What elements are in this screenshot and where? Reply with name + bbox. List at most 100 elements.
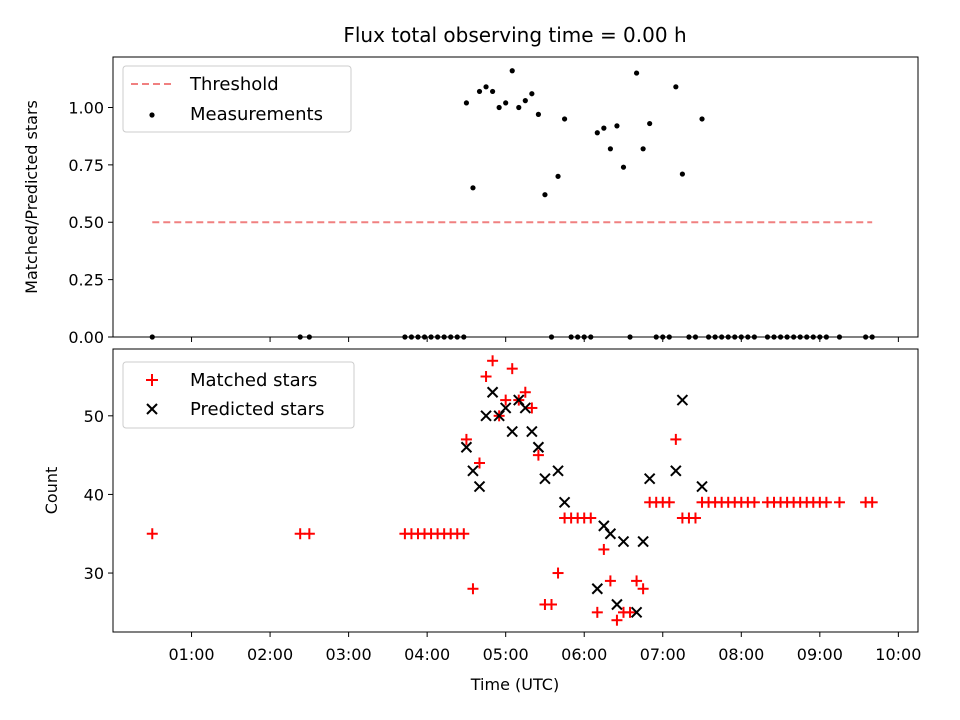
predicted-star-point [558, 496, 571, 508]
predicted-star-point [460, 441, 473, 453]
x-tick-label: 04:00 [404, 645, 450, 664]
bottom-y-tick-label: 50 [84, 407, 104, 426]
predicted-star-point [486, 386, 499, 398]
bottom-y-tick-label: 40 [84, 485, 104, 504]
measurement-point [555, 173, 561, 179]
matched-star-point [670, 433, 682, 445]
predicted-star-point [506, 425, 518, 438]
top-y-tick-label: 0.50 [68, 213, 104, 232]
measurement-point [679, 171, 685, 177]
x-tick-label: 05:00 [483, 645, 529, 664]
measurement-point [476, 88, 483, 95]
predicted-star-point [526, 425, 538, 438]
matched-star-point [585, 512, 597, 524]
predicted-star-point [696, 480, 708, 493]
x-axis-label: Time (UTC) [470, 675, 559, 694]
top-legend: Threshold Measurements [122, 65, 352, 133]
measurement-point [516, 104, 522, 111]
measurement-point [607, 146, 613, 152]
matched-star-point [500, 394, 512, 406]
matched-star-point [833, 496, 845, 508]
top-axes-frame [112, 56, 919, 338]
top-x-axis-ticks [191, 337, 899, 342]
matched-star-point [604, 575, 616, 587]
predicted-star-point [670, 465, 682, 477]
measurement-point [594, 130, 600, 136]
x-tick-label: 10:00 [875, 645, 921, 664]
matched-star-point [637, 583, 649, 595]
predicted-legend-label: Predicted stars [190, 399, 324, 420]
predicted-star-point [539, 473, 551, 485]
bottom-axes-frame [112, 348, 919, 633]
predicted-legend-swatch [146, 403, 158, 415]
predicted-star-point [532, 441, 545, 453]
measurements-legend-label: Measurements [190, 104, 323, 125]
predicted-star-point [630, 606, 643, 619]
x-tick-label: 07:00 [640, 645, 686, 664]
top-panel: 0.00 0.25 0.50 0.75 1.00 Matched/Predicted s… [22, 56, 919, 347]
measurement-point [633, 70, 640, 76]
predicted-star-point [499, 402, 512, 414]
measurements-legend-swatch [149, 112, 155, 118]
matched-star-point [146, 528, 158, 540]
x-tick-label: 02:00 [247, 645, 293, 664]
measurement-point [470, 185, 476, 191]
predicted-star-point [611, 598, 623, 611]
top-y-tick-label: 0.00 [68, 328, 104, 347]
matched-star-point [506, 363, 518, 375]
measurement-point [535, 111, 542, 117]
matched-star-point [303, 528, 315, 540]
measurement-point [561, 116, 568, 122]
measurement-point [601, 125, 607, 131]
predicted-star-point [552, 465, 564, 477]
measurement-point [614, 123, 620, 129]
matched-star-point [624, 606, 636, 618]
matched-star-point [591, 606, 603, 618]
matched-star-point [526, 402, 538, 414]
top-y-axis-label: Matched/Predicted stars [22, 100, 41, 294]
predicted-star-point [617, 535, 630, 548]
matched-legend-swatch [146, 374, 158, 386]
top-y-tick-label: 0.25 [68, 271, 104, 290]
matched-star-point [532, 449, 544, 461]
bottom-y-axis-label: Count [42, 467, 61, 515]
bottom-panel: 30 40 50 01:00 02:00 03:00 04:00 05:00 06:00 07:… [42, 348, 921, 664]
matched-star-point [631, 575, 643, 587]
bottom-legend: Matched stars Predicted stars [122, 361, 355, 429]
bottom-x-axis-ticks: 01:00 02:00 03:00 04:00 05:00 06:00 07:00 08:00… [168, 632, 921, 664]
predicted-star-point [467, 465, 479, 477]
matched-star-point [519, 386, 531, 398]
measurement-point [522, 98, 528, 104]
bottom-legend-box [122, 361, 355, 429]
matched-star-point [552, 567, 564, 579]
figure-title: Flux total observing time = 0.00 h [343, 23, 686, 47]
matched-star-point [545, 598, 557, 610]
top-legend-box [122, 65, 352, 133]
predicted-star-point [519, 402, 532, 414]
threshold-legend-label: Threshold [189, 74, 279, 95]
measurement-point [463, 100, 470, 106]
matched-star-point [460, 433, 472, 445]
x-tick-label: 08:00 [718, 645, 764, 664]
measurement-point [640, 146, 646, 152]
predicted-star-point [473, 480, 486, 493]
predicted-star-point [643, 473, 656, 485]
measurement-point [529, 91, 535, 97]
matched-star-point [480, 371, 492, 383]
measurement-point [483, 84, 489, 90]
measurement-point [503, 100, 509, 106]
measurement-point [542, 192, 548, 198]
matched-star-point [598, 543, 610, 555]
top-plot-marks [149, 68, 875, 340]
measurement-point [489, 88, 496, 95]
x-tick-label: 06:00 [561, 645, 607, 664]
predicted-star-point [480, 410, 492, 422]
x-tick-label: 03:00 [326, 645, 372, 664]
predicted-star-point [604, 528, 617, 540]
measurement-point [509, 68, 515, 74]
predicted-star-point [591, 583, 604, 595]
matched-star-point [663, 496, 675, 508]
matched-star-point [689, 512, 701, 524]
bottom-y-tick-label: 30 [84, 564, 104, 583]
